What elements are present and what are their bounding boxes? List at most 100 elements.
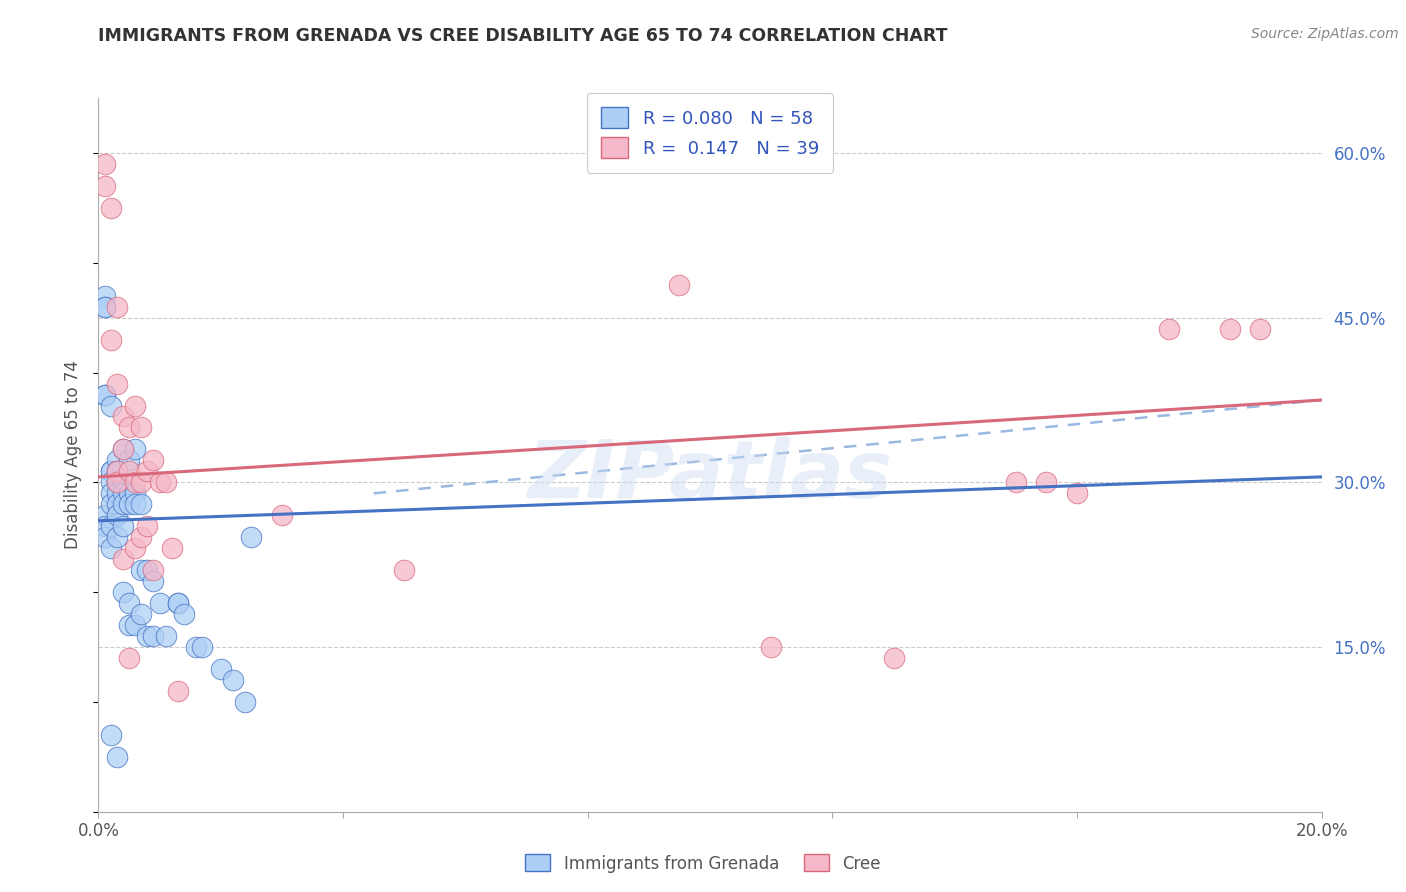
Point (105, 486, 128, 500)
Point (142, 563, 165, 577)
Legend: R = 0.080   N = 58, R =  0.147   N = 39: R = 0.080 N = 58, R = 0.147 N = 39 (586, 93, 834, 172)
Point (136, 464, 159, 478)
Point (105, 453, 128, 467)
Point (124, 618, 146, 632)
Point (105, 300, 128, 314)
Point (100, 728, 122, 742)
Point (136, 563, 159, 577)
Point (155, 475, 177, 490)
Point (111, 409, 134, 424)
Point (105, 475, 128, 490)
Point (93, 157, 115, 171)
Point (118, 596, 141, 610)
Point (209, 662, 232, 676)
Point (93, 530, 115, 544)
Point (124, 442, 146, 457)
Point (105, 475, 128, 490)
Point (1004, 475, 1026, 490)
Point (392, 563, 416, 577)
Point (118, 420, 141, 434)
Point (668, 277, 690, 292)
Point (883, 651, 905, 665)
Point (100, 464, 122, 478)
Point (118, 486, 141, 500)
Point (105, 530, 128, 544)
Point (1035, 475, 1057, 490)
Point (173, 607, 195, 621)
Point (233, 695, 256, 709)
Point (93, 508, 115, 523)
Point (100, 519, 122, 533)
Point (111, 519, 134, 533)
Point (111, 475, 134, 490)
Point (111, 442, 134, 457)
Point (93, 289, 115, 303)
Point (1157, 321, 1180, 335)
Point (100, 464, 122, 478)
Point (111, 552, 134, 566)
Point (105, 749, 128, 764)
Point (93, 387, 115, 401)
Point (118, 618, 141, 632)
Point (124, 486, 146, 500)
Point (129, 497, 152, 511)
Point (142, 574, 165, 589)
Point (142, 629, 165, 643)
Point (124, 475, 146, 490)
Point (111, 497, 134, 511)
Point (270, 508, 292, 523)
Point (136, 629, 159, 643)
Point (111, 585, 134, 599)
Point (105, 508, 128, 523)
Point (129, 563, 152, 577)
Point (105, 464, 128, 478)
Point (240, 530, 263, 544)
Point (118, 651, 141, 665)
Point (759, 640, 782, 654)
Point (100, 399, 122, 413)
Point (100, 333, 122, 347)
Point (1249, 321, 1271, 335)
Y-axis label: Disability Age 65 to 74: Disability Age 65 to 74 (65, 360, 83, 549)
Point (93, 178, 115, 193)
Point (129, 420, 152, 434)
Point (118, 453, 141, 467)
Point (105, 497, 128, 511)
Point (149, 596, 172, 610)
Point (124, 399, 146, 413)
Point (129, 607, 152, 621)
Point (129, 530, 152, 544)
Text: Source: ZipAtlas.com: Source: ZipAtlas.com (1251, 27, 1399, 41)
Point (111, 486, 134, 500)
Point (136, 519, 159, 533)
Point (100, 475, 122, 490)
Point (167, 684, 190, 698)
Point (129, 475, 152, 490)
Point (93, 300, 115, 314)
Point (100, 541, 122, 556)
Point (155, 629, 177, 643)
Point (118, 464, 141, 478)
Point (105, 464, 128, 478)
Point (191, 640, 214, 654)
Point (100, 497, 122, 511)
Point (111, 442, 134, 457)
Point (93, 387, 115, 401)
Point (124, 541, 146, 556)
Point (93, 300, 115, 314)
Legend: Immigrants from Grenada, Cree: Immigrants from Grenada, Cree (519, 847, 887, 880)
Point (1066, 486, 1088, 500)
Point (100, 486, 122, 500)
Point (167, 596, 190, 610)
Point (124, 497, 146, 511)
Point (105, 376, 128, 391)
Text: IMMIGRANTS FROM GRENADA VS CREE DISABILITY AGE 65 TO 74 CORRELATION CHART: IMMIGRANTS FROM GRENADA VS CREE DISABILI… (98, 27, 948, 45)
Text: ZIPatlas: ZIPatlas (527, 437, 893, 516)
Point (100, 201, 122, 215)
Point (93, 519, 115, 533)
Point (149, 475, 172, 490)
Point (222, 673, 245, 687)
Point (167, 596, 190, 610)
Point (160, 541, 183, 556)
Point (142, 453, 165, 467)
